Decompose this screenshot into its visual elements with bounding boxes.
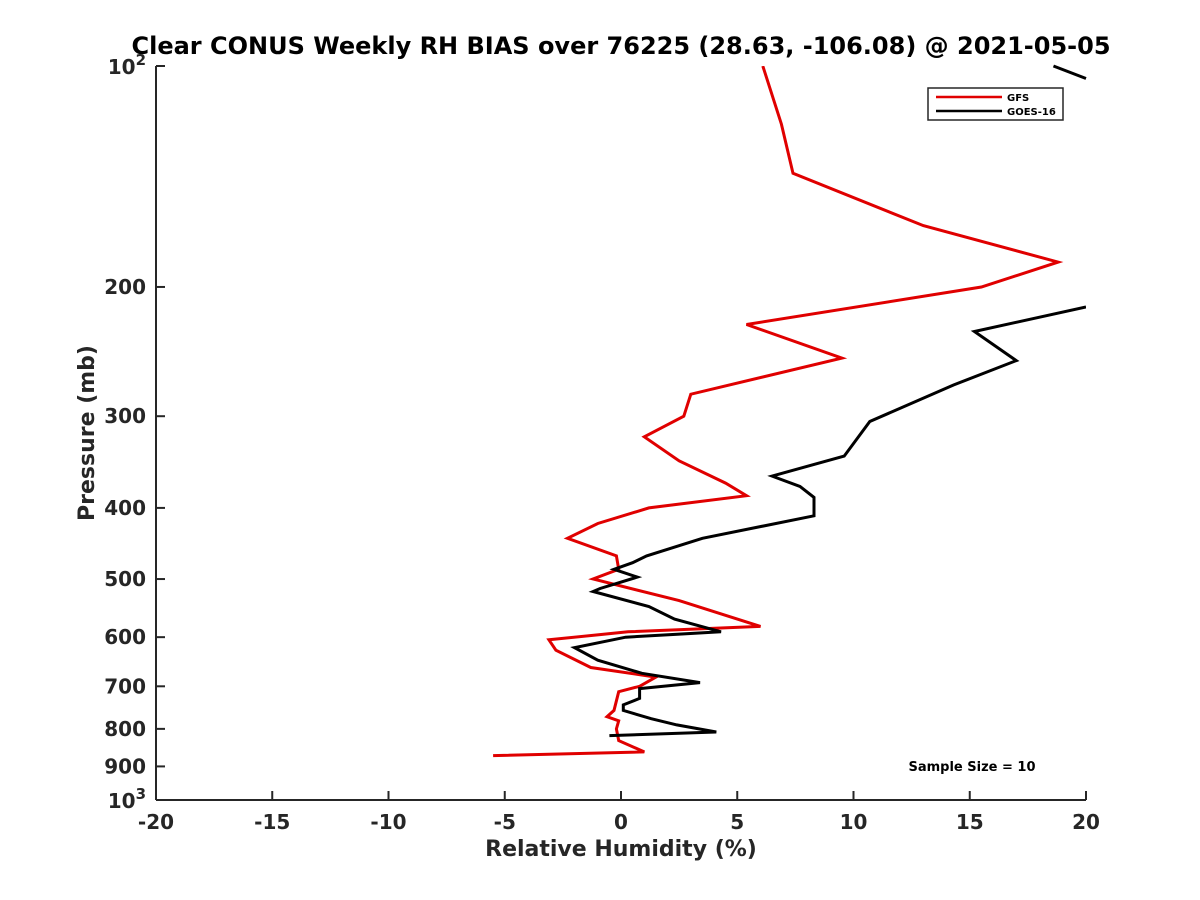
- legend-label-goes-16: GOES-16: [1007, 107, 1056, 118]
- series-segment-goes-16-top: [1052, 64, 1087, 80]
- x-tick-label: 10: [840, 810, 868, 834]
- plot-area: [493, 66, 1086, 758]
- y-tick-label: 102: [108, 51, 146, 79]
- y-tick-label: 800: [104, 717, 146, 741]
- y-tick-label: 700: [104, 674, 146, 698]
- x-tick-label: 5: [730, 810, 744, 834]
- x-tick-label: -20: [138, 810, 174, 834]
- series-layer: [493, 66, 1086, 758]
- y-tick-label: 400: [104, 496, 146, 520]
- y-tick-label: 900: [104, 754, 146, 778]
- legend: GFS GOES-16: [927, 87, 1064, 121]
- y-tick-label: 300: [104, 404, 146, 428]
- y-axis-title: Pressure (mb): [75, 345, 100, 521]
- x-axis-title: Relative Humidity (%): [485, 837, 757, 862]
- x-tick-label: -15: [254, 810, 290, 834]
- x-tick-label: -5: [494, 810, 516, 834]
- legend-box: [927, 87, 1064, 121]
- x-tick-label: 0: [614, 810, 628, 834]
- y-tick-label: 103: [108, 785, 146, 813]
- x-tick-label: 15: [956, 810, 984, 834]
- y-tick-label: 600: [104, 625, 146, 649]
- x-tick-label: -10: [370, 810, 406, 834]
- sample-size-annotation: Sample Size = 10: [908, 760, 1035, 775]
- legend-label-gfs: GFS: [1007, 93, 1029, 104]
- x-ticks: -20 -15 -10 -5 0 5 10 15 20: [138, 791, 1100, 834]
- x-tick-label: 20: [1072, 810, 1100, 834]
- series-line-gfs: [493, 66, 1064, 758]
- y-ticks: 102 200 300 400 500 600 700 800 900 103: [104, 51, 165, 813]
- chart-title: Clear CONUS Weekly RH BIAS over 76225 (2…: [131, 32, 1110, 60]
- y-tick-label: 200: [104, 275, 146, 299]
- y-tick-label: 500: [104, 567, 146, 591]
- series-line-goes-16: [570, 305, 1086, 738]
